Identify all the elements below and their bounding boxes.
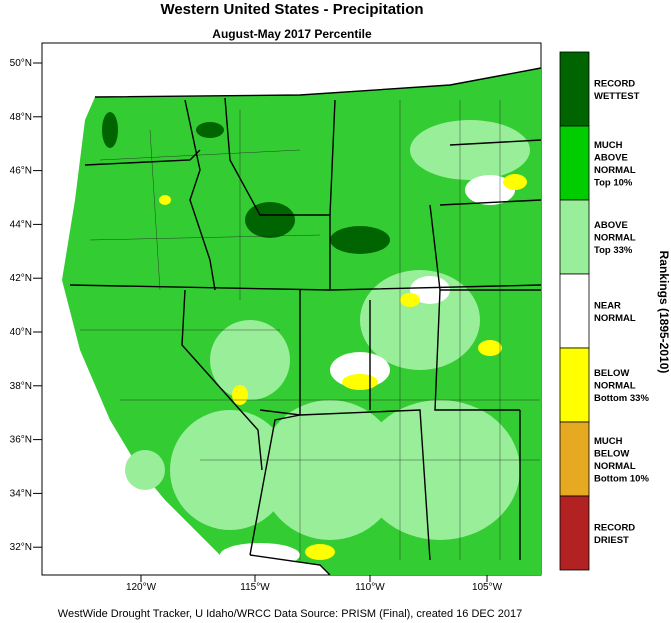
lon-label: 110°W — [355, 582, 385, 593]
legend-label: NORMAL — [594, 313, 636, 324]
legend-label: NORMAL — [594, 381, 636, 392]
subtitle: August-May 2017 Percentile — [212, 27, 372, 41]
legend-label: BELOW — [594, 448, 629, 459]
legend-label: ABOVE — [594, 152, 628, 163]
legend-label: RECORD — [594, 522, 635, 533]
legend-label: WETTEST — [594, 91, 640, 102]
lat-label: 46°N — [10, 166, 32, 177]
legend-label: ABOVE — [594, 220, 628, 231]
dark-areas — [102, 112, 390, 254]
lat-label: 44°N — [10, 219, 32, 230]
dry-areas — [159, 174, 527, 560]
legend-label: NORMAL — [594, 165, 636, 176]
map — [41, 42, 542, 576]
legend-label: Bottom 33% — [594, 393, 649, 404]
legend-title: Rankings (1895-2010) — [657, 251, 671, 374]
legend-label: BELOW — [594, 368, 629, 379]
legend-label: NORMAL — [594, 461, 636, 472]
legend-label: Bottom 10% — [594, 473, 649, 484]
lat-label: 36°N — [10, 435, 32, 446]
legend-swatch — [559, 199, 590, 275]
lat-label: 50°N — [10, 58, 32, 69]
lat-label: 42°N — [10, 273, 32, 284]
lat-label: 38°N — [10, 381, 32, 392]
legend-label: MUCH — [594, 140, 623, 151]
legend-label: RECORD — [594, 78, 635, 89]
lon-label: 120°W — [126, 582, 157, 593]
legend-swatch — [559, 347, 590, 423]
lon-label: 105°W — [472, 582, 503, 593]
lon-label: 115°W — [240, 582, 270, 593]
legend-label: MUCH — [594, 436, 623, 447]
lat-label: 34°N — [10, 488, 32, 499]
footer: WestWide Drought Tracker, U Idaho/WRCC D… — [58, 608, 522, 620]
lat-label: 48°N — [10, 112, 32, 123]
county-lines — [80, 100, 540, 560]
legend-swatch — [559, 495, 590, 571]
legend-label: Top 33% — [594, 245, 633, 256]
legend-swatch — [559, 51, 590, 127]
legend-label: NEAR — [594, 300, 621, 311]
lat-label: 32°N — [10, 542, 32, 553]
legend-label: DRIEST — [594, 535, 629, 546]
state-boundaries — [69, 67, 542, 576]
legend-label: NORMAL — [594, 233, 636, 244]
legend-swatch — [559, 273, 590, 349]
legend-swatch — [559, 125, 590, 201]
lat-label: 40°N — [10, 327, 32, 338]
legend-swatch — [559, 421, 590, 497]
near-normal-areas — [220, 175, 515, 567]
title: Western United States - Precipitation — [160, 1, 423, 18]
legend-label: Top 10% — [594, 177, 633, 188]
